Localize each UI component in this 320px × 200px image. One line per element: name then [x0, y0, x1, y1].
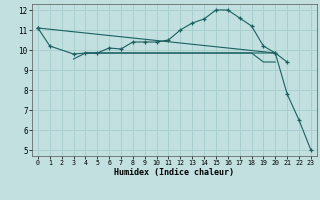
X-axis label: Humidex (Indice chaleur): Humidex (Indice chaleur) [115, 168, 234, 177]
